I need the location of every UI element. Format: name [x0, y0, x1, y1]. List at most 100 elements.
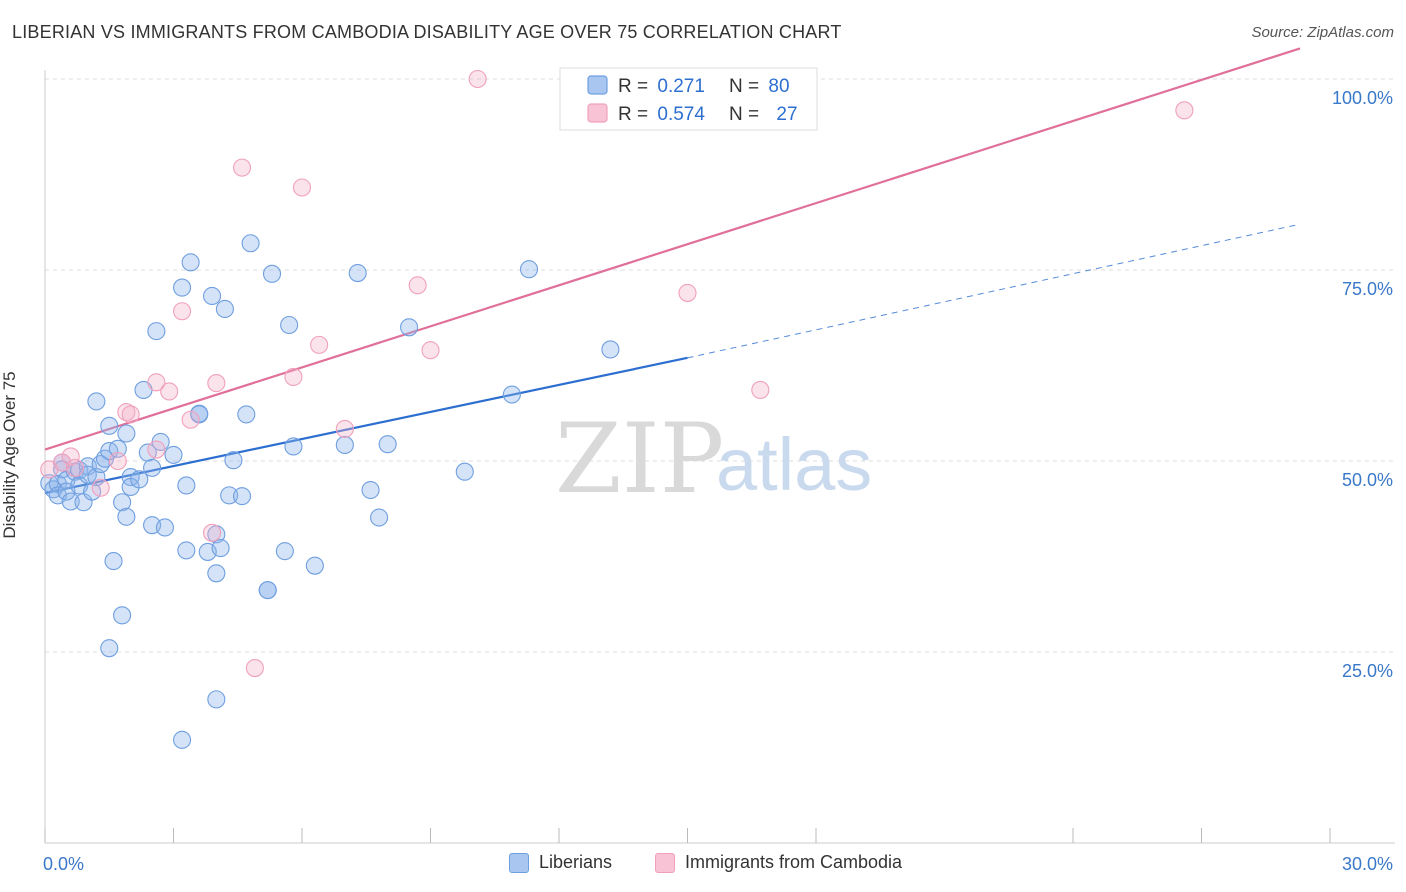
legend-r-label-1: R =: [618, 76, 653, 97]
point-liberians-17: [87, 392, 106, 411]
svg-text:R = 0.574: R = 0.574: [618, 104, 705, 125]
point-liberians-25: [113, 493, 132, 512]
point-cambodia-20: [335, 419, 354, 438]
point-liberians-50: [207, 564, 226, 583]
point-liberians-67: [348, 264, 367, 283]
watermark-zip: ZIP: [555, 403, 724, 515]
point-cambodia-23: [468, 69, 487, 89]
point-liberians-23: [104, 552, 123, 571]
point-cambodia-9: [147, 373, 166, 392]
point-liberians-28: [117, 507, 136, 526]
x-tick-label-max: 30.0%: [1342, 854, 1393, 874]
point-liberians-43: [181, 253, 200, 272]
legend-n-value-1: 80: [768, 76, 789, 97]
svg-text:N = 80: N = 80: [729, 76, 790, 97]
svg-text:R = 0.271: R = 0.271: [618, 76, 705, 97]
point-liberians-8: [61, 492, 80, 511]
point-liberians-65: [305, 556, 324, 575]
point-liberians-22: [100, 639, 119, 658]
point-liberians-70: [378, 435, 397, 454]
point-liberians-31: [130, 470, 149, 489]
point-cambodia-8: [147, 440, 166, 459]
point-liberians-36: [147, 322, 166, 341]
point-liberians-26: [113, 606, 132, 625]
point-cambodia-19: [310, 335, 329, 354]
point-cambodia-15: [232, 158, 252, 177]
point-liberians-74: [519, 260, 539, 279]
trendline-liberians: [44, 356, 688, 495]
point-liberians-56: [232, 487, 252, 506]
point-cambodia-26: [1175, 101, 1194, 120]
point-cambodia-22: [421, 341, 440, 360]
point-liberians-62: [275, 542, 294, 561]
point-cambodia-5: [108, 451, 127, 471]
point-liberians-51: [211, 539, 230, 558]
y-axis-title: Disability Age Over 75: [0, 371, 19, 539]
y-tick-label-75: 75.0%: [1342, 279, 1393, 299]
point-liberians-71: [400, 318, 419, 337]
point-liberians-41: [177, 476, 196, 495]
point-liberians-53: [215, 299, 234, 319]
point-cambodia-18: [292, 178, 312, 197]
point-liberians-27: [117, 424, 136, 443]
point-liberians-54: [220, 486, 239, 505]
trend-lines: [44, 47, 1301, 495]
point-cambodia-14: [207, 374, 226, 393]
legend-r-value-1: 0.271: [657, 76, 705, 97]
point-liberians-75: [601, 340, 620, 359]
tick-labels: 25.0% 50.0% 75.0% 100.0% 0.0% 30.0%: [43, 88, 1393, 874]
axes: [44, 70, 1395, 844]
point-liberians-44: [173, 730, 192, 749]
legend-n-label-2: N =: [729, 104, 764, 125]
x-tick-label-min: 0.0%: [43, 854, 84, 874]
point-liberians-57: [237, 405, 256, 424]
data-points: [40, 69, 1194, 749]
watermark-atlas: atlas: [716, 423, 872, 506]
point-liberians-39: [164, 445, 183, 464]
point-cambodia-25: [751, 380, 770, 399]
chart-title: LIBERIAN VS IMMIGRANTS FROM CAMBODIA DIS…: [12, 22, 842, 42]
legend-swatch-cambodia-bottom: [655, 852, 675, 873]
point-cambodia-2: [61, 447, 80, 466]
legend-r-value-2: 0.574: [657, 104, 705, 125]
point-liberians-60: [258, 581, 277, 600]
point-cambodia-17: [284, 367, 303, 387]
point-liberians-40: [173, 278, 192, 297]
svg-text:N = 27: N = 27: [729, 104, 798, 125]
y-tick-label-25: 25.0%: [1342, 661, 1393, 681]
watermark: ZIP atlas: [555, 403, 872, 515]
legend-bottom: Liberians Immigrants from Cambodia: [0, 852, 1406, 878]
legend-swatch-liberians: [587, 75, 608, 95]
point-liberians-61: [262, 264, 282, 283]
point-cambodia-24: [678, 283, 697, 302]
legend-item-cambodia[interactable]: Immigrants from Cambodia: [655, 852, 902, 873]
point-liberians-21: [100, 416, 119, 435]
point-cambodia-12: [181, 410, 200, 429]
point-liberians-38: [155, 518, 174, 537]
point-liberians-52: [207, 690, 226, 709]
point-liberians-64: [284, 437, 303, 456]
legend-swatch-cambodia: [587, 103, 608, 123]
legend-n-label-1: N =: [729, 76, 764, 97]
point-cambodia-4: [91, 478, 110, 497]
point-cambodia-16: [245, 658, 264, 678]
legend-swatch-liberians-bottom: [509, 852, 529, 873]
source-label: Source: ZipAtlas.com: [1251, 24, 1394, 41]
point-liberians-34: [143, 458, 162, 477]
point-liberians-69: [370, 508, 389, 527]
legend-item-liberians[interactable]: Liberians: [509, 852, 612, 873]
legend-n-value-2: 27: [776, 104, 797, 125]
legend-r-label-2: R =: [618, 104, 653, 125]
point-liberians-66: [335, 435, 354, 455]
point-liberians-72: [455, 462, 474, 481]
point-liberians-15: [83, 482, 102, 501]
point-liberians-68: [361, 480, 380, 500]
point-liberians-63: [280, 315, 299, 335]
point-liberians-55: [224, 451, 243, 470]
point-cambodia-21: [408, 276, 427, 295]
point-liberians-42: [177, 541, 196, 560]
point-cambodia-11: [173, 302, 192, 321]
legend-box: R = 0.271 N = 80 R = 0.574 N = 27: [559, 67, 818, 131]
point-liberians-48: [203, 286, 222, 306]
